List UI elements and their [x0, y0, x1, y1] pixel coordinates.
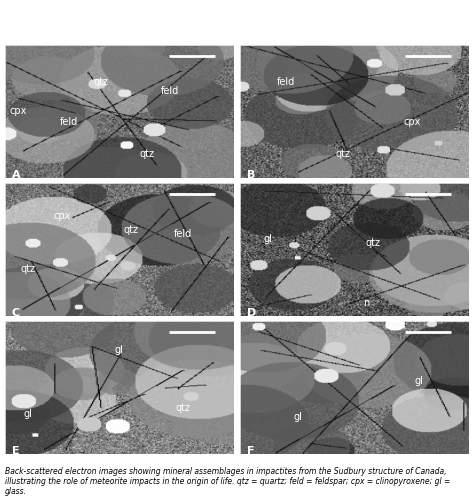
Text: cpx: cpx	[10, 106, 27, 116]
Text: D: D	[247, 308, 256, 318]
Text: F: F	[247, 446, 255, 456]
Text: cpx: cpx	[403, 117, 421, 127]
Text: qtz: qtz	[20, 264, 35, 274]
Text: gl: gl	[23, 409, 32, 419]
Text: qtz: qtz	[176, 403, 191, 413]
Text: qtz: qtz	[336, 149, 351, 159]
Text: C: C	[11, 308, 20, 318]
Text: feld: feld	[60, 117, 78, 127]
Text: qtz: qtz	[93, 77, 109, 87]
Text: Back-scattered electron images showing mineral assemblages in impactites from th: Back-scattered electron images showing m…	[5, 467, 450, 497]
Text: gl: gl	[293, 412, 302, 422]
Text: qtz: qtz	[139, 149, 154, 159]
Text: gl: gl	[115, 345, 124, 355]
Text: gl: gl	[414, 376, 423, 386]
Text: n: n	[363, 297, 369, 308]
Text: cpx: cpx	[53, 211, 71, 221]
Text: qtz: qtz	[123, 225, 138, 235]
Text: E: E	[11, 446, 19, 456]
Text: A: A	[11, 170, 20, 180]
Text: qtz: qtz	[365, 238, 381, 248]
Text: gl: gl	[264, 234, 273, 244]
Text: feld: feld	[277, 77, 295, 87]
Text: feld: feld	[174, 229, 192, 239]
Text: B: B	[247, 170, 255, 180]
Text: feld: feld	[160, 86, 179, 96]
